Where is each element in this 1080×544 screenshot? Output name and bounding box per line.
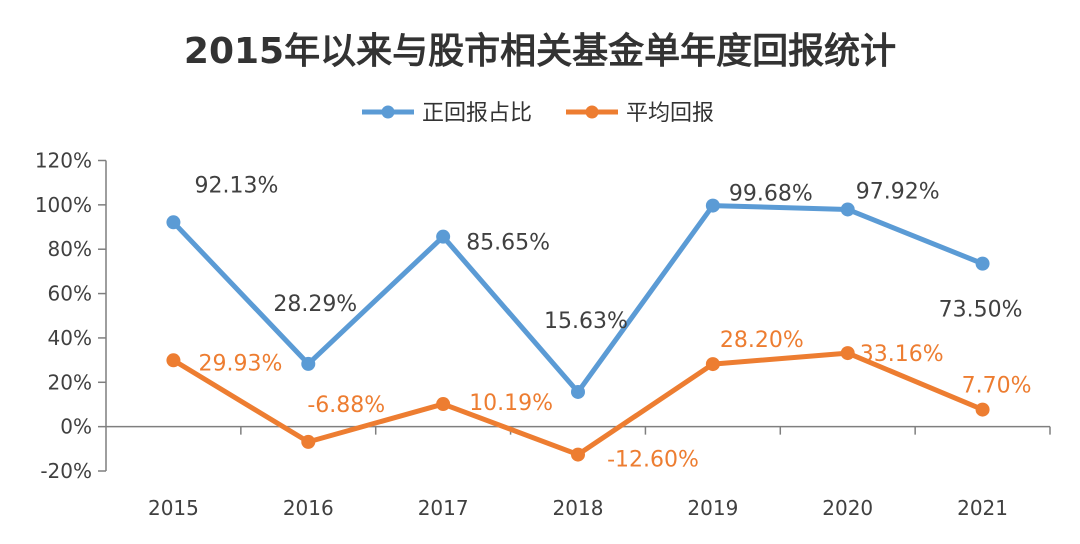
data-point-positive-ratio [301, 356, 316, 371]
x-tick-label: 2018 [553, 496, 604, 520]
data-point-positive-ratio [436, 229, 451, 244]
data-label-average-return: 33.16% [860, 342, 944, 367]
x-tick-label: 2017 [418, 496, 469, 520]
data-point-average-return [975, 402, 990, 417]
data-label-positive-ratio: 99.68% [729, 182, 813, 207]
x-tick-label: 2015 [148, 496, 199, 520]
legend-marker-average-return [585, 105, 599, 119]
series-line-average-return [170, 350, 986, 458]
data-point-average-return [436, 397, 451, 412]
data-point-positive-ratio [840, 202, 855, 217]
legend: 正回报占比 平均回报 [362, 101, 714, 126]
data-label-positive-ratio: 28.29% [273, 292, 357, 317]
y-tick-label: 60% [48, 282, 92, 306]
y-tick-label: 80% [48, 237, 92, 261]
legend-marker-positive-ratio [381, 105, 395, 119]
data-label-average-return: 10.19% [469, 391, 553, 416]
data-point-average-return [301, 434, 316, 449]
data-label-positive-ratio: 92.13% [194, 173, 278, 198]
x-tick-label: 2016 [283, 496, 334, 520]
axes: -20% 0% 20% 40% 60% 80% 100% 120% 2015 2016 2017 20… [35, 149, 1051, 520]
data-point-average-return [840, 346, 855, 361]
data-point-average-return [705, 357, 720, 372]
data-label-positive-ratio: 97.92% [856, 179, 940, 204]
legend-label-average-return: 平均回报 [626, 101, 714, 126]
x-tick-label: 2021 [957, 496, 1008, 520]
y-tick-label: 0% [60, 415, 92, 439]
legend-item-average-return: 平均回报 [566, 101, 714, 126]
y-tick-label: 120% [35, 149, 92, 173]
data-point-average-return [166, 353, 181, 368]
x-tick-label: 2019 [687, 496, 738, 520]
legend-label-positive-ratio: 正回报占比 [422, 101, 532, 126]
legend-item-positive-ratio: 正回报占比 [362, 101, 532, 126]
data-label-average-return: 7.70% [962, 374, 1032, 399]
data-point-positive-ratio [166, 215, 181, 230]
data-label-average-return: 28.20% [720, 328, 804, 353]
series-layer [166, 198, 990, 462]
data-label-positive-ratio: 73.50% [939, 298, 1023, 323]
data-point-positive-ratio [975, 256, 990, 271]
data-label-average-return: 29.93% [198, 351, 282, 376]
data-point-positive-ratio [705, 198, 720, 213]
chart-title: 2015年以来与股市相关基金单年度回报统计 [184, 30, 896, 72]
y-tick-label: -20% [40, 459, 92, 483]
data-labels-layer: 92.13% 28.29% 85.65% 15.63% 99.68% 97.92% 73.5… [194, 173, 1031, 472]
y-tick-label: 40% [48, 326, 92, 350]
data-label-average-return: -6.88% [307, 393, 385, 418]
data-point-positive-ratio [571, 384, 585, 399]
y-tick-label: 20% [48, 370, 92, 394]
x-tick-label: 2020 [822, 496, 873, 520]
data-label-positive-ratio: 15.63% [544, 309, 628, 334]
y-tick-label: 100% [35, 193, 92, 217]
data-label-positive-ratio: 85.65% [466, 231, 550, 256]
data-label-average-return: -12.60% [607, 448, 699, 473]
data-point-average-return [571, 447, 585, 462]
